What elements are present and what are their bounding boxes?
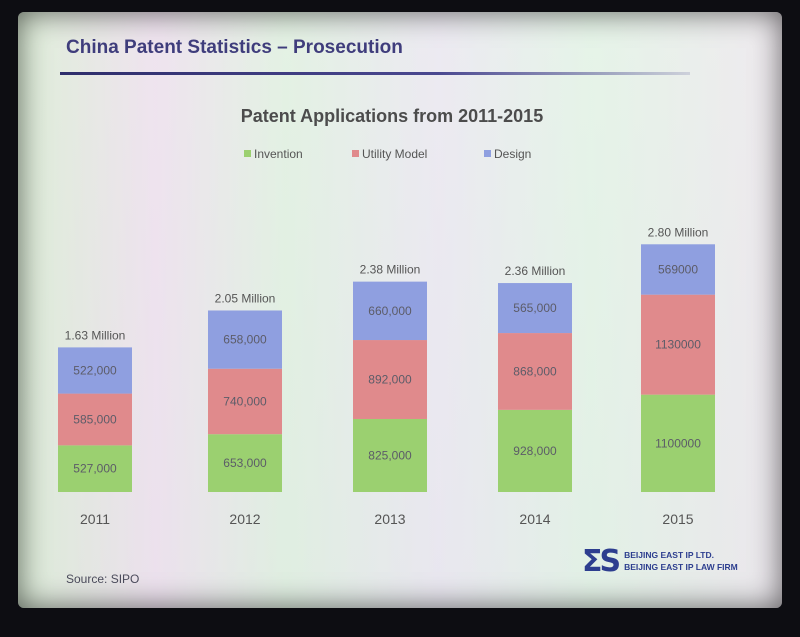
bar-segment-2013-2 (353, 281, 427, 341)
bar-segment-2014-1 (498, 333, 572, 410)
segment-label-2012-1: 740,000 (223, 394, 267, 408)
legend-label-1: Utility Model (362, 147, 427, 161)
total-label-2011: 1.63 Million (65, 328, 126, 342)
legend-swatch-1 (352, 150, 359, 157)
bar-segment-2011-2 (58, 347, 132, 394)
bar-segment-2011-1 (58, 393, 132, 446)
logo-text: BEIJING EAST IP LTD. BEIJING EAST IP LAW… (624, 549, 738, 573)
segment-label-2012-2: 658,000 (223, 333, 267, 347)
total-label-2013: 2.38 Million (360, 263, 421, 277)
logo-line-2: BEIJING EAST IP LAW FIRM (624, 562, 738, 572)
source-note: Source: SIPO (66, 572, 140, 586)
bar-segment-2014-0 (498, 409, 572, 492)
segment-label-2014-0: 928,000 (513, 444, 557, 458)
bars-group: 527,000 585,000 522,000 1.63 Million 653,000… (58, 225, 715, 492)
title-divider (60, 72, 690, 75)
legend-swatch-0 (244, 150, 251, 157)
logo-line-1: BEIJING EAST IP LTD. (624, 550, 715, 560)
segment-label-2012-0: 653,000 (223, 456, 267, 470)
total-label-2015: 2.80 Million (648, 225, 709, 239)
bar-segment-2015-2 (641, 244, 715, 295)
x-axis-ticks: 2011 2012 2013 2014 2015 (80, 511, 694, 527)
segment-label-2011-0: 527,000 (73, 462, 117, 476)
segment-label-2015-0: 1100000 (655, 436, 701, 450)
firm-logo: ΣS BEIJING EAST IP LTD. BEIJING EAST IP … (582, 543, 738, 579)
x-tick-2014: 2014 (519, 511, 550, 527)
segment-label-2013-1: 892,000 (368, 373, 412, 387)
legend-label-2: Design (494, 147, 531, 161)
chart-legend: Invention Utility Model Design (244, 147, 531, 161)
slide-title: China Patent Statistics – Prosecution (66, 37, 403, 58)
segment-label-2011-2: 522,000 (73, 363, 117, 377)
segment-label-2014-2: 565,000 (513, 301, 557, 315)
x-tick-2013: 2013 (374, 511, 405, 527)
segment-label-2015-1: 1130000 (655, 338, 701, 352)
bar-segment-2013-1 (353, 340, 427, 419)
bar-segment-2014-2 (498, 283, 572, 334)
bar-segment-2012-2 (208, 310, 282, 369)
total-label-2012: 2.05 Million (215, 291, 276, 305)
x-tick-2011: 2011 (80, 511, 110, 527)
chart-title: Patent Applications from 2011-2015 (241, 106, 543, 126)
x-tick-2012: 2012 (229, 511, 260, 527)
logo-mark: ΣS (582, 543, 621, 579)
segment-label-2015-2: 569000 (658, 262, 698, 276)
bar-segment-2011-0 (58, 445, 132, 492)
segment-label-2011-1: 585,000 (73, 412, 117, 426)
bar-segment-2015-1 (641, 294, 715, 395)
total-label-2014: 2.36 Million (505, 264, 566, 278)
x-tick-2015: 2015 (662, 511, 693, 527)
bar-segment-2012-0 (208, 434, 282, 492)
bar-segment-2015-0 (641, 394, 715, 492)
segment-label-2013-0: 825,000 (368, 448, 412, 462)
segment-label-2014-1: 868,000 (513, 364, 557, 378)
legend-label-0: Invention (254, 147, 303, 161)
bar-segment-2013-0 (353, 418, 427, 492)
legend-swatch-2 (484, 150, 491, 157)
bar-segment-2012-1 (208, 368, 282, 435)
segment-label-2013-2: 660,000 (368, 304, 412, 318)
